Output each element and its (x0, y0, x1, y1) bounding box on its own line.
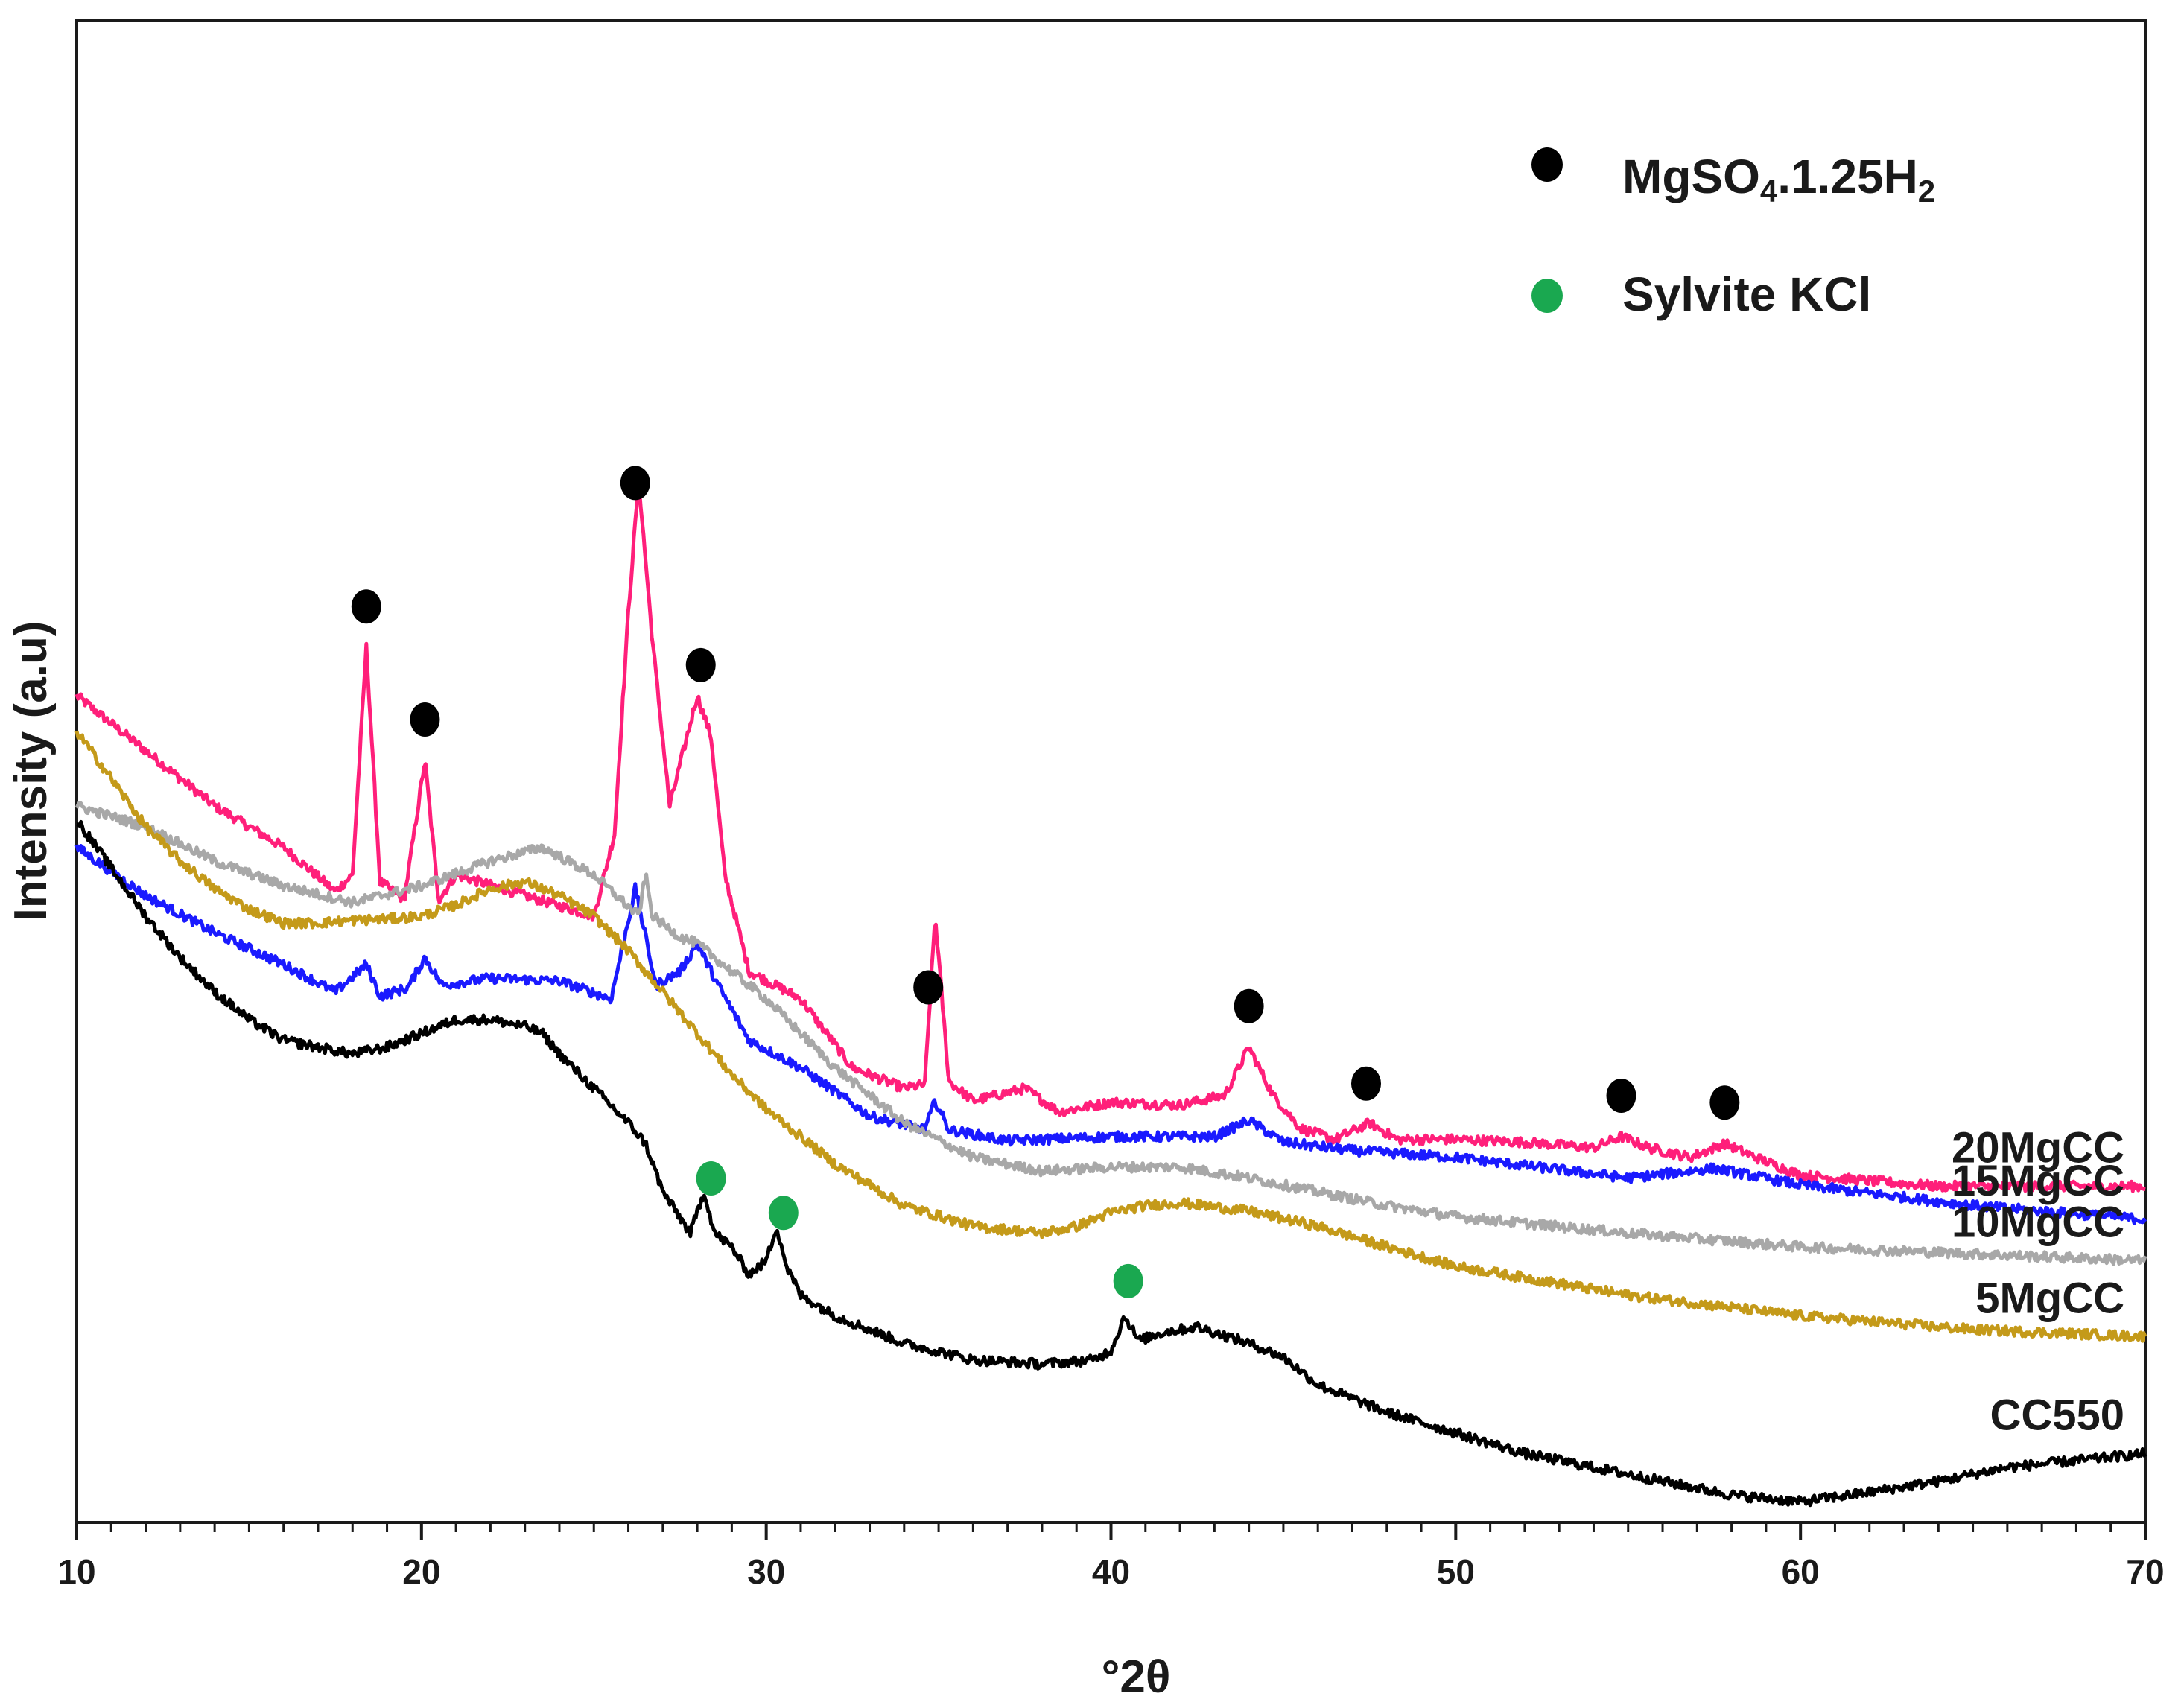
mgso4-peak-marker (620, 466, 650, 501)
mgso4-peak-marker (913, 970, 944, 1005)
series-line-15mgcc (74, 844, 2147, 1225)
x-tick-label: 60 (1782, 1552, 1820, 1591)
series-label-20mgcc: 20MgCC (1952, 1124, 2124, 1172)
plot-frame (75, 19, 2147, 1524)
y-axis-title: Intensity (a.u) (5, 620, 57, 921)
x-tick-label: 30 (747, 1552, 785, 1591)
legend-label-sylvite: Sylvite KCl (1622, 267, 1871, 321)
x-tick-label: 40 (1092, 1552, 1130, 1591)
series-line-20mgcc (74, 482, 2146, 1193)
mgso4-peak-marker (351, 589, 381, 624)
traces (74, 482, 2147, 1508)
x-tick-label: 70 (2126, 1552, 2164, 1591)
x-axis-title: °2θ (1102, 1651, 1171, 1703)
series-label-10mgcc: 10MgCC (1952, 1199, 2124, 1247)
series-line-cc550 (76, 819, 2147, 1508)
x-tick-label: 20 (402, 1552, 440, 1591)
legend-marker-mgso4 (1531, 147, 1563, 182)
sylvite-peak-marker (768, 1196, 799, 1231)
series-label-5mgcc: 5MgCC (1975, 1274, 2124, 1322)
legend: MgSO4.1.25H2 Sylvite KCl (1531, 147, 1935, 321)
major-ticks: 10 20 30 40 50 60 70 (57, 1523, 2165, 1591)
sylvite-peak-marker (1113, 1263, 1143, 1298)
mgso4-peak-marker (1606, 1079, 1636, 1113)
x-tick-label: 10 (57, 1552, 95, 1591)
x-tick-label: 50 (1437, 1552, 1475, 1591)
mgso4-peak-marker (1350, 1066, 1381, 1101)
legend-marker-sylvite (1531, 279, 1563, 313)
series-label-cc550: CC550 (1990, 1391, 2124, 1440)
series-line-5mgcc (74, 730, 2147, 1343)
mgso4-peak-marker (1709, 1085, 1740, 1120)
series-label-15mgcc: 15MgCC (1952, 1157, 2124, 1205)
legend-label-mgso4: MgSO4.1.25H2 (1622, 150, 1935, 209)
sylvite-peak-marker (696, 1161, 726, 1196)
mgso4-peak-marker (685, 647, 716, 682)
mgso4-peak-marker (1234, 988, 1264, 1023)
mgso4-peak-marker (410, 702, 440, 737)
series-line-10mgcc (74, 801, 2147, 1266)
minor-ticks (109, 1523, 2112, 1532)
peak-markers (351, 466, 1740, 1298)
